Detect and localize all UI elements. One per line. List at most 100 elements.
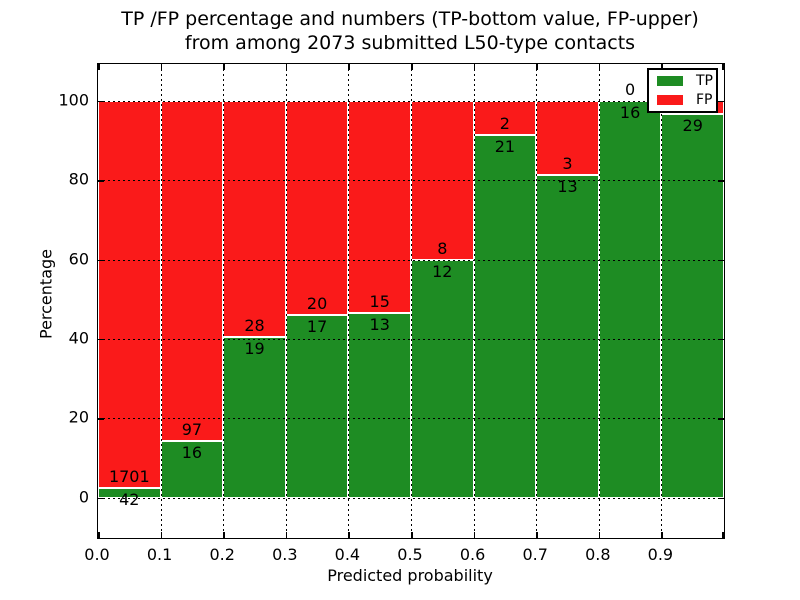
tp-count-label: 16	[181, 443, 203, 463]
y-tick-mark	[98, 418, 104, 420]
vertical-gridline	[223, 64, 225, 538]
x-axis-label: Predicted probability	[327, 566, 493, 585]
x-tick-mark	[223, 532, 225, 538]
tp-color-swatch	[657, 76, 683, 87]
x-tick-mark	[598, 532, 601, 538]
y-tick-mark	[98, 259, 104, 262]
x-tick-mark	[285, 532, 288, 538]
vertical-gridline	[160, 64, 162, 538]
x-tick-mark	[661, 64, 663, 70]
x-tick-label: 0.2	[209, 545, 235, 564]
x-tick-mark	[661, 532, 663, 538]
x-tick-mark	[598, 64, 601, 70]
x-tick-label: 0.6	[459, 545, 486, 564]
x-tick-label: 0.3	[272, 545, 298, 564]
y-tick-label: 60	[68, 249, 89, 269]
x-tick-label: 0.7	[522, 545, 548, 564]
y-tick-label: 80	[68, 169, 89, 189]
fp-count-label: 3	[562, 154, 573, 174]
vertical-gridline	[598, 64, 600, 538]
y-tick-label: 0	[78, 487, 89, 507]
vertical-gridline	[285, 64, 287, 538]
plot-area: TP FP 1701 42 97 16 28 19 20 17 15 13 8 12 2 21 3 13 0 16…	[97, 63, 725, 539]
tp-bar-segment	[411, 259, 474, 498]
y-tick-label: 20	[68, 407, 89, 427]
y-axis-label: Percentage	[36, 248, 56, 340]
vertical-gridline	[536, 64, 538, 538]
tp-count-label: 19	[244, 339, 265, 359]
tp-bar-segment	[598, 100, 662, 498]
tp-bar-segment	[536, 175, 599, 498]
tp-bar-segment	[160, 441, 224, 498]
tp-count-label: 13	[369, 315, 390, 335]
x-tick-label: 0.5	[397, 545, 423, 564]
fp-bar-segment	[160, 100, 224, 442]
y-tick-mark	[718, 259, 724, 262]
x-tick-mark	[348, 64, 350, 70]
fp-count-label: 20	[306, 294, 328, 314]
x-tick-mark	[536, 532, 538, 538]
fp-bar-segment	[473, 100, 537, 136]
tp-bar-segment	[348, 313, 411, 498]
x-tick-mark	[473, 64, 476, 70]
fp-color-swatch	[657, 94, 683, 105]
tp-bar-segment	[473, 135, 537, 498]
vertical-gridline	[473, 64, 475, 538]
y-tick-mark	[718, 418, 724, 420]
legend-label-tp: TP	[696, 73, 713, 90]
tp-count-label: 42	[119, 489, 140, 509]
tp-bar-segment	[285, 315, 349, 498]
x-tick-mark	[160, 532, 163, 538]
fp-bar-segment	[285, 100, 349, 316]
y-tick-mark	[718, 180, 724, 182]
x-tick-mark	[722, 532, 724, 538]
tp-bar-segment	[661, 114, 724, 498]
tp-count-label: 12	[432, 261, 453, 281]
y-tick-mark	[98, 100, 104, 103]
x-tick-mark	[223, 64, 225, 70]
legend-entry-fp: FP	[649, 93, 716, 107]
x-tick-mark	[411, 64, 413, 70]
vertical-gridline	[661, 64, 663, 538]
tp-count-label: 17	[306, 317, 328, 337]
x-tick-label: 0.8	[585, 545, 611, 564]
tp-count-label: 21	[494, 137, 516, 157]
fp-count-label: 1701	[108, 466, 150, 486]
y-tick-label: 100	[58, 90, 89, 110]
fp-bar-segment	[348, 100, 411, 314]
chart-title-line1: TP /FP percentage and numbers (TP-bottom…	[121, 8, 699, 30]
x-tick-mark	[536, 64, 538, 70]
y-tick-mark	[718, 338, 724, 341]
x-tick-label: 0.1	[146, 545, 173, 564]
fp-count-label: 2	[499, 114, 510, 134]
y-tick-mark	[718, 100, 724, 103]
x-tick-mark	[98, 532, 100, 538]
legend: TP FP	[647, 68, 718, 113]
x-tick-label: 0.9	[647, 545, 674, 564]
y-tick-label: 40	[68, 328, 89, 348]
y-tick-mark	[98, 180, 104, 182]
x-tick-mark	[473, 532, 476, 538]
x-tick-mark	[411, 532, 413, 538]
x-tick-label: 0.0	[84, 545, 110, 564]
vertical-gridline	[411, 64, 412, 538]
fp-count-label: 8	[437, 238, 448, 258]
chart-title: TP /FP percentage and numbers (TP-bottom…	[97, 7, 723, 55]
tp-count-label: 29	[682, 116, 703, 136]
x-tick-mark	[722, 64, 724, 70]
tp-count-label: 16	[619, 102, 641, 122]
x-tick-mark	[98, 64, 100, 70]
y-tick-mark	[98, 497, 104, 500]
vertical-gridline	[348, 64, 350, 538]
y-tick-mark	[98, 338, 104, 341]
tp-bar-segment	[98, 487, 161, 498]
x-tick-mark	[285, 64, 288, 70]
y-tick-mark	[718, 497, 724, 500]
x-tick-mark	[348, 532, 350, 538]
chart-title-line2: from among 2073 submitted L50-type conta…	[184, 32, 636, 54]
legend-entry-tp: TP	[649, 74, 716, 88]
fp-count-label: 0	[625, 79, 636, 99]
fp-count-label: 15	[369, 292, 390, 312]
fp-count-label: 28	[244, 316, 265, 336]
